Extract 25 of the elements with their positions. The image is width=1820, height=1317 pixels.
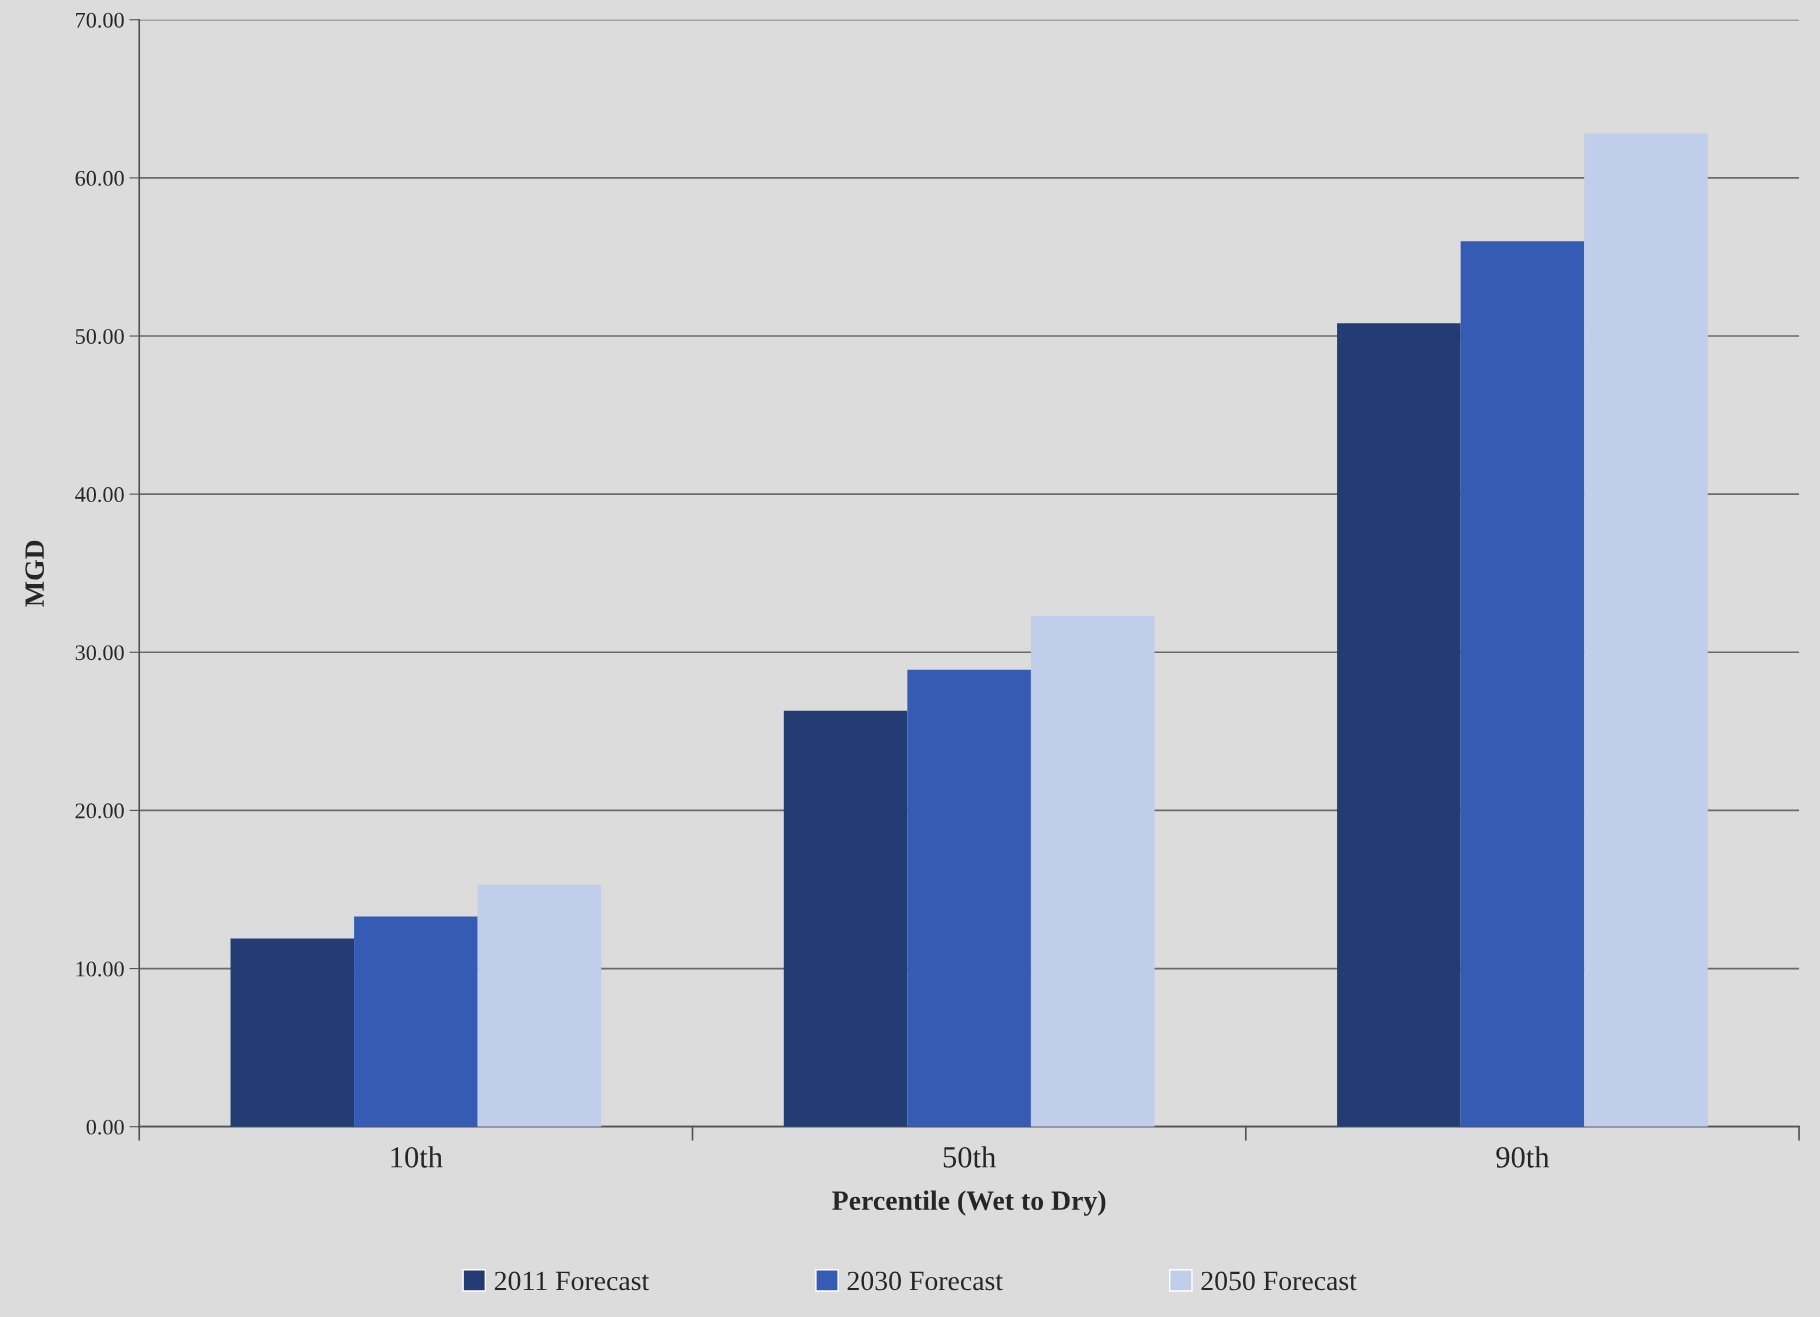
x-tick-label: 50th [943, 1146, 996, 1168]
bar [1030, 615, 1155, 1127]
y-tick-label: 30.00 [75, 645, 124, 661]
bar [1584, 133, 1708, 1127]
bar [230, 938, 355, 1127]
bar [783, 710, 908, 1127]
bar [354, 916, 478, 1127]
legend-label: 2030 Forecast [847, 1271, 1003, 1291]
y-tick-label: 60.00 [75, 170, 124, 186]
bar [1460, 241, 1585, 1127]
y-tick-label: 20.00 [75, 803, 124, 819]
x-tick-label: 10th [391, 1146, 443, 1168]
bar [477, 884, 602, 1127]
y-tick-label: 10.00 [76, 961, 124, 977]
y-axis-title: MGD [25, 540, 44, 607]
bar [907, 669, 1031, 1127]
legend-label: 2050 Forecast [1201, 1271, 1357, 1291]
y-tick-label: 40.00 [75, 487, 124, 503]
y-tick-label: 50.00 [75, 328, 124, 345]
y-tick-label: 0.00 [86, 1119, 124, 1135]
y-tick-label: 70.00 [76, 12, 124, 28]
x-axis-title: Percentile (Wet to Dry) [832, 1190, 1106, 1216]
x-tick-label: 90th [1496, 1146, 1550, 1168]
bar [1337, 323, 1461, 1127]
legend-label: 2011 Forecast [494, 1271, 650, 1291]
